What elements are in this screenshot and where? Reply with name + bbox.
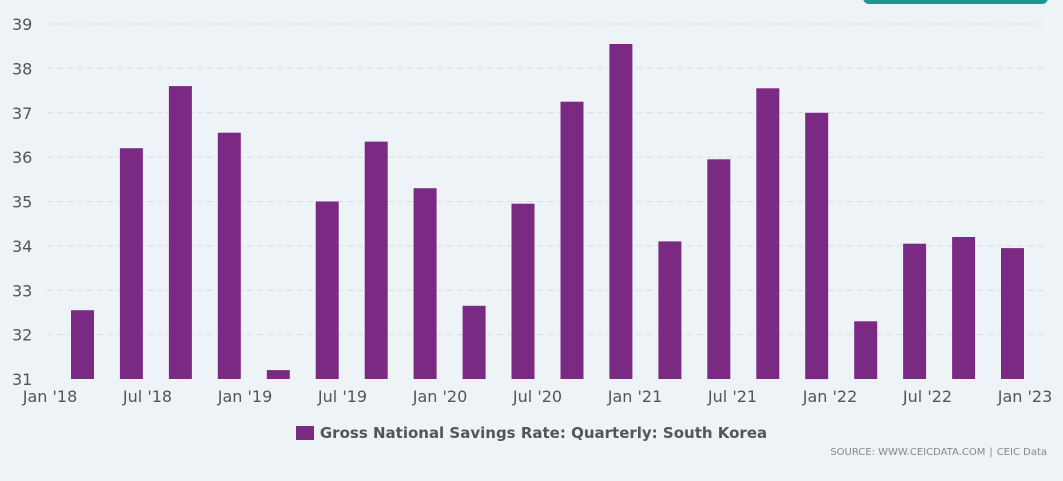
y-tick-label: 35 xyxy=(12,193,32,212)
x-tick-label: Jan '22 xyxy=(802,387,858,406)
bar[interactable] xyxy=(217,132,241,379)
bar[interactable] xyxy=(609,44,633,379)
bar[interactable] xyxy=(119,148,143,379)
source-separator: | xyxy=(989,447,993,458)
x-tick-label: Jul '19 xyxy=(317,387,367,406)
x-tick-label: Jul '22 xyxy=(902,387,952,406)
bar[interactable] xyxy=(658,241,682,379)
x-tick-label: Jan '18 xyxy=(22,387,78,406)
bar-chart: 31 32 33 34 35 36 37 38 39 Jan '18 Jul '18 Jan '19… xyxy=(12,15,1053,406)
y-tick-label: 37 xyxy=(12,104,32,123)
y-tick-label: 38 xyxy=(12,59,32,78)
x-tick-label: Jan '23 xyxy=(997,387,1053,406)
bar[interactable] xyxy=(71,310,94,379)
x-tick-label: Jan '19 xyxy=(217,387,273,406)
y-tick-label: 32 xyxy=(12,326,32,345)
bar[interactable] xyxy=(413,188,437,379)
bar[interactable] xyxy=(805,112,829,380)
y-tick-label: 31 xyxy=(12,370,32,389)
bar[interactable] xyxy=(854,321,878,379)
bar[interactable] xyxy=(903,243,927,379)
bar[interactable] xyxy=(462,305,486,379)
bar[interactable] xyxy=(168,86,192,379)
grid-lines xyxy=(47,23,1045,336)
y-tick-label: 34 xyxy=(12,237,32,256)
x-tick-label: Jul '20 xyxy=(512,387,562,406)
bar[interactable] xyxy=(364,141,388,379)
x-tick-label: Jan '20 xyxy=(412,387,468,406)
bar[interactable] xyxy=(952,237,976,379)
x-tick-label: Jan '21 xyxy=(607,387,663,406)
legend[interactable]: Gross National Savings Rate: Quarterly: … xyxy=(0,424,1063,442)
y-tick-label: 39 xyxy=(12,15,32,34)
x-tick-label: Jul '18 xyxy=(122,387,172,406)
x-axis: Jan '18 Jul '18 Jan '19 Jul '19 Jan '20 Jul '… xyxy=(22,387,1053,406)
source-text: SOURCE: WWW.CEICDATA.COM xyxy=(830,447,986,458)
bar[interactable] xyxy=(315,201,339,380)
bar[interactable] xyxy=(756,88,780,380)
bar[interactable] xyxy=(1001,248,1024,379)
bar[interactable] xyxy=(707,159,731,379)
top-right-button[interactable] xyxy=(863,0,1048,4)
bar[interactable] xyxy=(560,101,584,379)
y-tick-label: 36 xyxy=(12,148,32,167)
bar[interactable] xyxy=(266,370,290,379)
legend-swatch xyxy=(295,426,314,440)
y-axis: 31 32 33 34 35 36 37 38 39 xyxy=(12,15,32,389)
y-tick-label: 33 xyxy=(12,281,32,300)
source-brand: CEIC Data xyxy=(996,447,1047,458)
bars xyxy=(71,44,1024,380)
legend-label: Gross National Savings Rate: Quarterly: … xyxy=(319,424,768,442)
source-credit: SOURCE: WWW.CEICDATA.COM | CEIC Data xyxy=(830,447,1047,458)
bar[interactable] xyxy=(511,203,535,379)
x-tick-label: Jul '21 xyxy=(707,387,757,406)
